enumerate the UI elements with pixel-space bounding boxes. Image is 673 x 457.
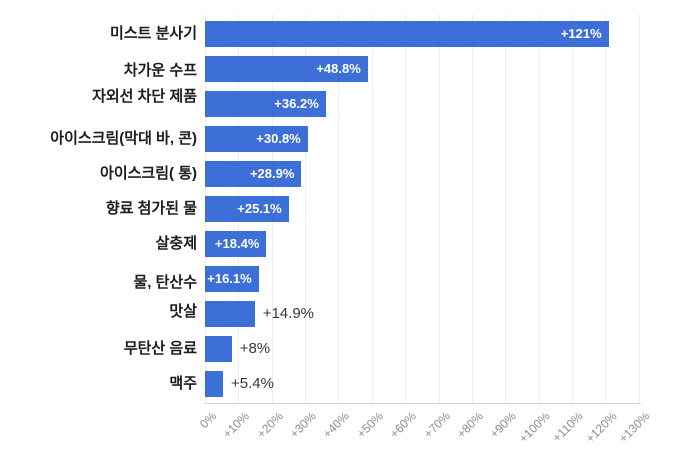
gridline bbox=[205, 14, 206, 403]
bar bbox=[205, 336, 232, 362]
bar bbox=[205, 91, 326, 117]
x-axis-tick-label: +10% bbox=[220, 409, 253, 441]
value-label: +28.9% bbox=[249, 166, 295, 181]
category-label: 맛살 bbox=[169, 303, 197, 320]
category-label: 향료 첨가된 물 bbox=[105, 200, 197, 217]
x-axis-tick-label: +60% bbox=[387, 409, 420, 441]
x-axis-tick-label: +40% bbox=[320, 409, 353, 441]
category-label: 자외선 차단 제품 bbox=[92, 88, 197, 105]
x-axis-tick-label: +30% bbox=[287, 409, 319, 441]
bar bbox=[205, 301, 255, 327]
x-axis-tick-label: +110% bbox=[549, 409, 586, 445]
bar bbox=[205, 21, 609, 47]
gridline bbox=[571, 14, 573, 403]
bar bbox=[205, 161, 302, 187]
value-label: +48.8% bbox=[316, 61, 361, 76]
gridline bbox=[305, 14, 307, 403]
x-axis-line bbox=[205, 403, 641, 404]
gridline bbox=[605, 14, 607, 403]
value-label: +5.4% bbox=[231, 375, 274, 392]
gridline bbox=[271, 14, 273, 403]
bar bbox=[205, 126, 308, 152]
x-axis-tick-label: +20% bbox=[253, 409, 286, 441]
bar bbox=[205, 231, 267, 257]
gridline bbox=[338, 14, 340, 403]
gridline bbox=[405, 14, 407, 403]
x-axis-tick-label: +80% bbox=[453, 409, 486, 441]
value-label: +8% bbox=[239, 340, 271, 357]
bar bbox=[205, 266, 259, 292]
value-label: +25.1% bbox=[237, 201, 282, 216]
value-label: +14.9% bbox=[262, 305, 314, 322]
category-label: 무탄산 음료 bbox=[123, 340, 197, 357]
x-axis-tick-label: +50% bbox=[353, 409, 386, 441]
value-label: +121% bbox=[560, 26, 602, 41]
gridline bbox=[538, 14, 540, 403]
category-label: 차가운 수프 bbox=[123, 62, 197, 79]
bar bbox=[205, 56, 368, 82]
x-axis-tick-label: +70% bbox=[420, 409, 453, 441]
gridline bbox=[371, 14, 373, 403]
x-axis-tick-label: +90% bbox=[487, 409, 520, 441]
category-label: 아이스크림( 통) bbox=[100, 165, 197, 182]
gridline bbox=[238, 14, 240, 403]
category-label: 물, 탄산수 bbox=[133, 274, 197, 291]
gridline bbox=[505, 14, 507, 403]
x-axis-tick-label: +130% bbox=[616, 409, 653, 446]
value-label: +18.4% bbox=[214, 236, 260, 251]
gridline bbox=[438, 14, 440, 403]
category-label: 미스트 분사기 bbox=[110, 25, 197, 42]
value-label: +16.1% bbox=[207, 271, 252, 286]
category-label: 아이스크림(막대 바, 콘) bbox=[50, 130, 197, 147]
bar bbox=[205, 196, 289, 222]
category-label: 살충제 bbox=[155, 235, 197, 252]
gridline bbox=[638, 14, 640, 403]
category-label: 맥주 bbox=[169, 375, 197, 392]
gridline bbox=[471, 14, 473, 403]
bar bbox=[205, 371, 223, 397]
value-label: +30.8% bbox=[256, 131, 301, 146]
x-axis-tick-label: +120% bbox=[582, 409, 620, 446]
x-axis-tick-label: 0% bbox=[196, 409, 219, 432]
x-axis-tick-label: +100% bbox=[515, 409, 553, 446]
value-label: +36.2% bbox=[274, 96, 319, 111]
